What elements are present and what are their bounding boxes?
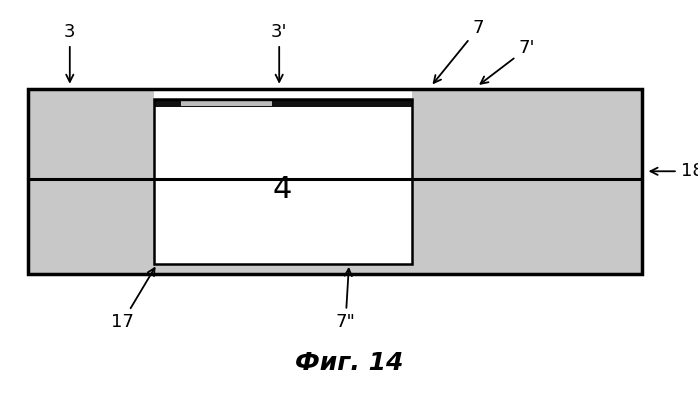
Text: 17: 17 [111,268,154,331]
Bar [28,89,642,274]
Bar [154,264,412,274]
Bar [412,89,642,179]
Text: 4: 4 [273,175,292,204]
Bar [28,89,154,179]
Text: 7': 7' [480,39,535,84]
Text: 7: 7 [433,19,484,83]
Bar [181,101,272,106]
Bar [154,99,412,264]
Bar [154,99,412,264]
Text: 3': 3' [271,23,288,82]
Text: 18: 18 [651,162,698,180]
Bar [28,179,154,274]
Text: Фиг. 14: Фиг. 14 [295,351,403,375]
Bar [412,179,642,274]
Bar [154,100,412,107]
Text: 3: 3 [64,23,75,82]
Text: 7": 7" [336,269,355,331]
